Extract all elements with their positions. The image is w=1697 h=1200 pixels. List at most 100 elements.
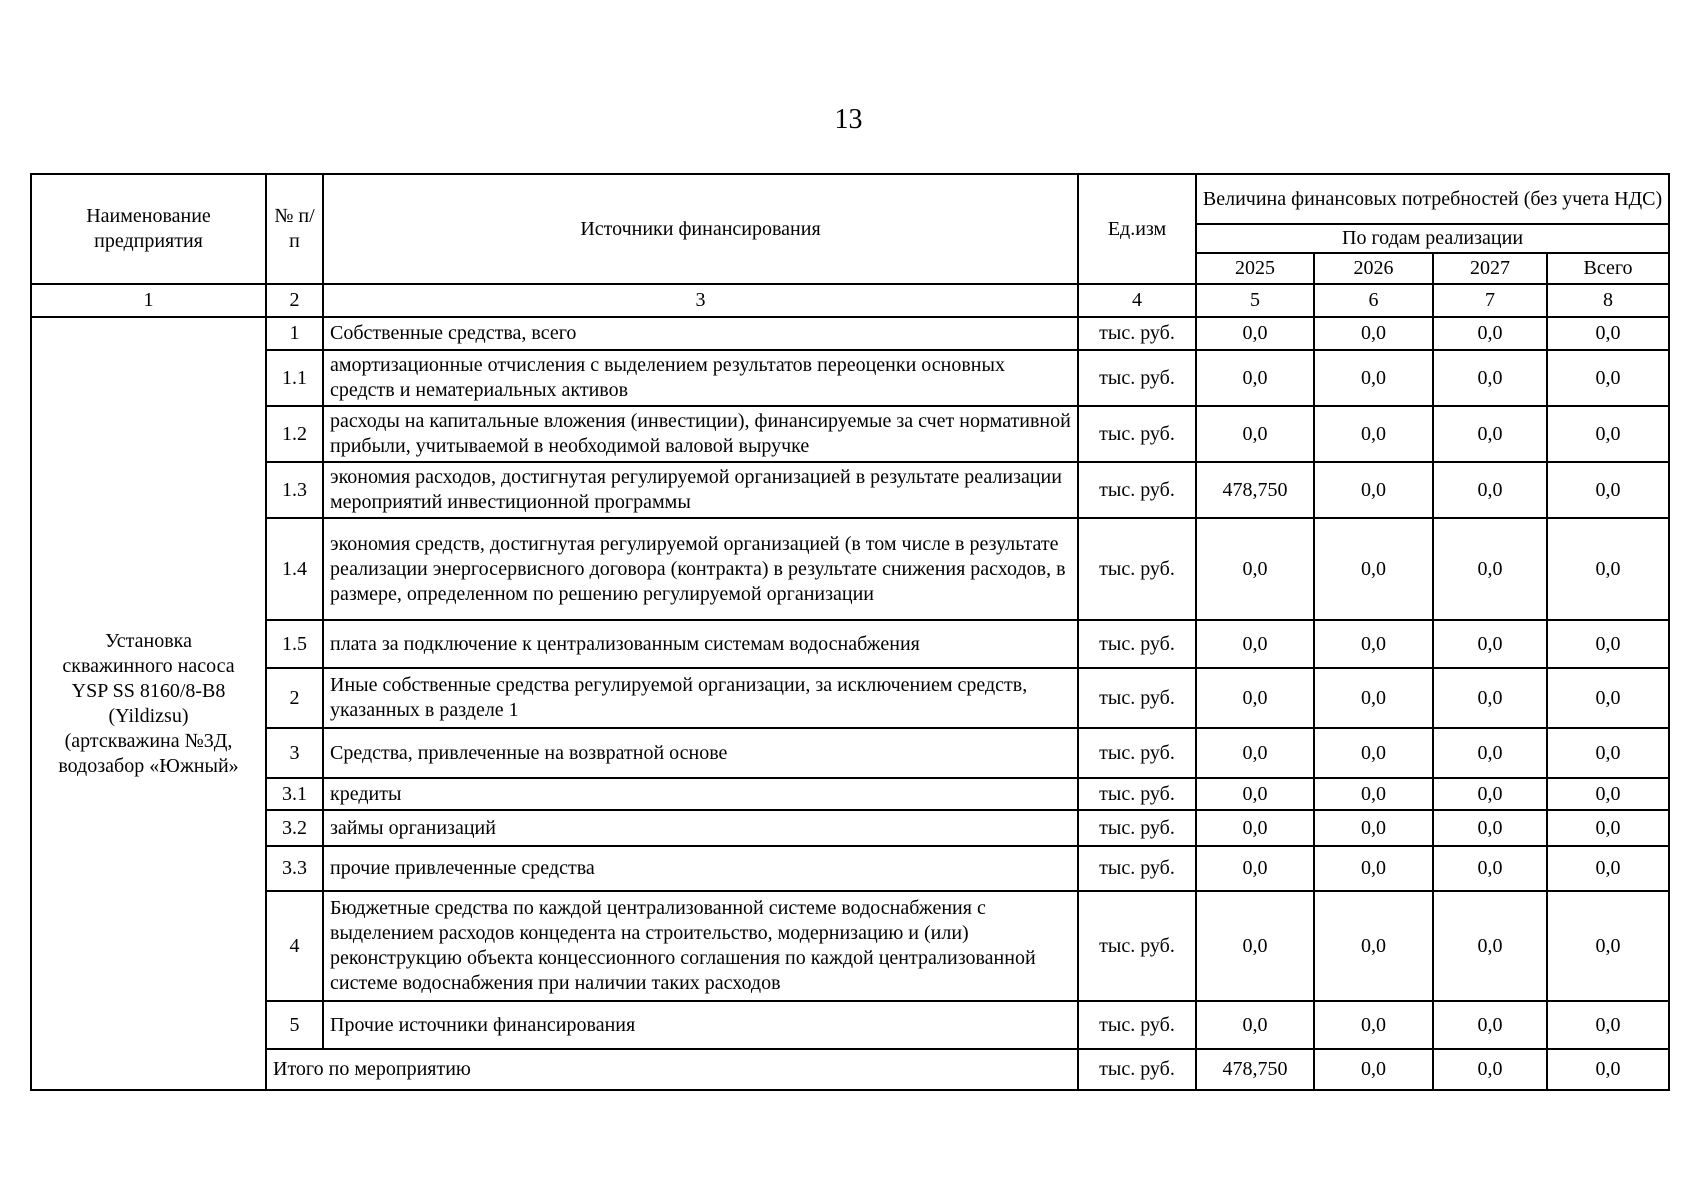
table-row: 1.5 плата за подключение к централизованн… xyxy=(31,619,1671,669)
table-row: 2 Иные собственные средства регулируемой … xyxy=(31,667,1671,729)
column-number: 1 xyxy=(30,283,267,318)
financing-source-label: Средства, привлеченные на возвратной осн… xyxy=(322,727,1079,779)
financing-source-label: расходы на капитальные вложения (инвести… xyxy=(322,405,1079,463)
value-Всего: 0,0 xyxy=(1545,316,1671,351)
value-Всего: 0,0 xyxy=(1545,349,1671,407)
total-value-Всего: 0,0 xyxy=(1545,1048,1671,1091)
value-2025: 0,0 xyxy=(1195,667,1315,729)
value-2026: 0,0 xyxy=(1313,405,1434,463)
value-Всего: 0,0 xyxy=(1545,461,1671,519)
value-2027: 0,0 xyxy=(1432,316,1548,351)
value-2027: 0,0 xyxy=(1432,349,1548,407)
total-row: Итого по мероприятию тыс. руб. 478,750 0,0 0… xyxy=(31,1048,1671,1091)
financing-source-label: займы организаций xyxy=(322,809,1079,847)
row-number: 1.5 xyxy=(265,619,324,669)
financing-source-label: экономия расходов, достигнутая регулируе… xyxy=(322,461,1079,519)
header-financial-needs-group: Величина финансовых потребностей (без уч… xyxy=(1194,173,1671,225)
value-Всего: 0,0 xyxy=(1545,809,1671,847)
table-row: 3 Средства, привлеченные на возвратной ос… xyxy=(31,727,1671,779)
value-Всего: 0,0 xyxy=(1545,890,1671,1002)
header-unit: Ед.изм xyxy=(1077,173,1197,285)
header-row-years: 2025 2026 2027 Всего xyxy=(31,252,1671,285)
value-2026: 0,0 xyxy=(1313,316,1434,351)
row-number: 3.3 xyxy=(265,845,324,892)
value-2026: 0,0 xyxy=(1313,667,1434,729)
value-2026: 0,0 xyxy=(1313,845,1434,892)
column-number: 8 xyxy=(1545,283,1671,318)
financing-source-label: экономия средств, достигнутая регулируем… xyxy=(322,517,1079,621)
table-row: 1.4 экономия средств, достигнутая регулир… xyxy=(31,517,1671,621)
value-2027: 0,0 xyxy=(1432,461,1548,519)
value-2027: 0,0 xyxy=(1432,845,1548,892)
header-enterprise: Наименование предприятия xyxy=(30,173,267,285)
financing-table: Наименование предприятия № п/п Источники… xyxy=(30,173,1671,1091)
value-Всего: 0,0 xyxy=(1545,619,1671,669)
row-number: 3.1 xyxy=(265,777,324,811)
unit-cell: тыс. руб. xyxy=(1077,890,1197,1002)
table-row: 3.3 прочие привлеченные средства тыс. руб.… xyxy=(31,845,1671,892)
table-row: 4 Бюджетные средства по каждой централизо… xyxy=(31,890,1671,1002)
row-number: 4 xyxy=(265,890,324,1002)
value-2027: 0,0 xyxy=(1432,727,1548,779)
value-2026: 0,0 xyxy=(1313,777,1434,811)
unit-cell: тыс. руб. xyxy=(1077,1048,1197,1091)
page-number: 13 xyxy=(834,104,863,135)
value-Всего: 0,0 xyxy=(1545,1000,1671,1050)
column-number: 2 xyxy=(265,283,324,318)
table-row: 5 Прочие источники финансирования тыс. руб… xyxy=(31,1000,1671,1050)
table-row: Установка скважинного насоса YSP SS 8160… xyxy=(30,316,1671,1091)
total-value-2027: 0,0 xyxy=(1432,1048,1548,1091)
table-row: 3.1 кредиты тыс. руб. 0,0 0,0 0,0 0,0 xyxy=(31,777,1671,811)
enterprise-name: Установка скважинного насоса YSP SS 8160… xyxy=(30,316,267,1091)
unit-cell: тыс. руб. xyxy=(1077,405,1197,463)
unit-cell: тыс. руб. xyxy=(1077,809,1197,847)
header-financing-sources: Источники финансирования xyxy=(322,173,1079,285)
column-number: 7 xyxy=(1432,283,1548,318)
row-number: 3 xyxy=(265,727,324,779)
column-number: 4 xyxy=(1077,283,1197,318)
value-2025: 0,0 xyxy=(1195,405,1315,463)
value-2026: 0,0 xyxy=(1313,461,1434,519)
value-2025: 0,0 xyxy=(1195,727,1315,779)
header-row-main: Наименование предприятия № п/п Источники… xyxy=(30,173,1671,285)
value-Всего: 0,0 xyxy=(1545,405,1671,463)
financing-source-label: кредиты xyxy=(322,777,1079,811)
value-2025: 0,0 xyxy=(1195,777,1315,811)
row-number: 1.2 xyxy=(265,405,324,463)
value-2025: 0,0 xyxy=(1195,349,1315,407)
value-2026: 0,0 xyxy=(1313,1000,1434,1050)
total-value-2026: 0,0 xyxy=(1313,1048,1434,1091)
value-2027: 0,0 xyxy=(1432,405,1548,463)
value-Всего: 0,0 xyxy=(1545,667,1671,729)
unit-cell: тыс. руб. xyxy=(1077,461,1197,519)
header-total: Всего xyxy=(1545,252,1671,285)
value-2026: 0,0 xyxy=(1313,349,1434,407)
value-2027: 0,0 xyxy=(1432,890,1548,1002)
column-number: 6 xyxy=(1313,283,1434,318)
value-2026: 0,0 xyxy=(1313,809,1434,847)
unit-cell: тыс. руб. xyxy=(1077,1000,1197,1050)
value-2027: 0,0 xyxy=(1432,667,1548,729)
financing-source-label: плата за подключение к централизованным … xyxy=(322,619,1079,669)
row-number: 1.3 xyxy=(265,461,324,519)
value-Всего: 0,0 xyxy=(1545,517,1671,621)
row-number: 1.4 xyxy=(265,517,324,621)
financing-source-label: Бюджетные средства по каждой централизов… xyxy=(322,890,1079,1002)
value-2027: 0,0 xyxy=(1432,1000,1548,1050)
value-2025: 0,0 xyxy=(1195,517,1315,621)
value-2025: 0,0 xyxy=(1195,845,1315,892)
value-Всего: 0,0 xyxy=(1545,727,1671,779)
header-by-years: По годам реализации xyxy=(1194,223,1671,254)
unit-cell: тыс. руб. xyxy=(1077,517,1197,621)
unit-cell: тыс. руб. xyxy=(1077,667,1197,729)
value-2026: 0,0 xyxy=(1313,890,1434,1002)
financing-source-label: прочие привлеченные средства xyxy=(322,845,1079,892)
value-2027: 0,0 xyxy=(1432,809,1548,847)
header-row-number: № п/п xyxy=(265,173,324,285)
value-2027: 0,0 xyxy=(1432,777,1548,811)
value-Всего: 0,0 xyxy=(1545,777,1671,811)
table-row: 1.3 экономия расходов, достигнутая регули… xyxy=(31,461,1671,519)
value-2025: 0,0 xyxy=(1195,890,1315,1002)
row-number: 1.1 xyxy=(265,349,324,407)
header-year-2025: 2025 xyxy=(1195,252,1315,285)
